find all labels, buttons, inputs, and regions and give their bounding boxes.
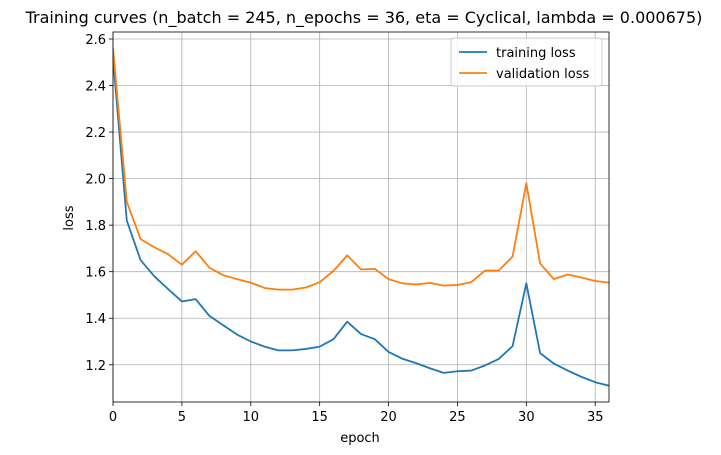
- x-tick-label: 5: [178, 410, 186, 425]
- tick-labels: 0 5 10 15 20 25 30 35 1.2 1.4 1.6 1.8 2.0 2.2 2.4 2.6: [85, 33, 603, 425]
- series-line-training: [113, 57, 609, 387]
- series-line-validation: [113, 48, 609, 291]
- series-lines: [113, 48, 609, 387]
- y-axis-label: loss: [62, 205, 77, 230]
- x-tick-label: 25: [449, 410, 466, 425]
- axes: [109, 31, 610, 406]
- y-tick-label: 1.2: [85, 359, 106, 374]
- y-tick-label: 2.4: [85, 80, 106, 95]
- y-tick-label: 2.0: [85, 173, 106, 188]
- x-tick-label: 35: [587, 410, 604, 425]
- x-axis-label: epoch: [340, 431, 380, 446]
- legend-box: [450, 37, 603, 87]
- y-tick-label: 2.6: [85, 33, 106, 48]
- y-tick-label: 2.2: [85, 126, 106, 141]
- x-tick-label: 30: [518, 410, 535, 425]
- legend-label: training loss: [496, 46, 576, 61]
- chart-title: Training curves (n_batch = 245, n_epochs…: [25, 8, 703, 28]
- grid: [112, 32, 609, 402]
- y-tick-label: 1.4: [85, 312, 106, 327]
- x-tick-label: 10: [243, 410, 260, 425]
- x-tick-label: 15: [311, 410, 328, 425]
- legend-label: validation loss: [496, 67, 589, 82]
- legend: training loss validation loss: [450, 37, 603, 87]
- y-tick-label: 1.8: [85, 219, 106, 234]
- plot-frame: [112, 31, 610, 403]
- x-tick-label: 0: [109, 410, 117, 425]
- y-tick-label: 1.6: [85, 266, 106, 281]
- x-tick-label: 20: [380, 410, 397, 425]
